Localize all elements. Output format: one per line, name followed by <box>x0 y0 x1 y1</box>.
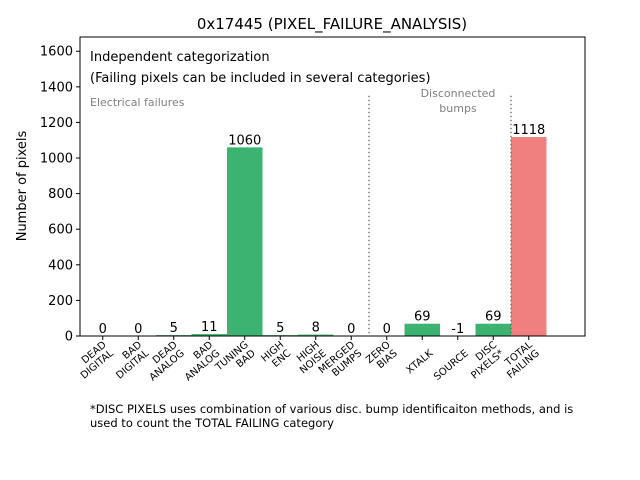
data-label: 1118 <box>512 123 545 138</box>
data-label: 5 <box>170 321 178 336</box>
footnote: *DISC PIXELS uses combination of various… <box>90 402 630 430</box>
y-tick-label: 800 <box>48 187 73 202</box>
chart-title: 0x17445 (PIXEL_FAILURE_ANALYSIS) <box>197 15 467 34</box>
bar <box>191 334 227 336</box>
data-label: 0 <box>347 322 355 337</box>
bar <box>227 147 263 336</box>
annotation-multiple-categories: (Failing pixels can be included in sever… <box>90 71 431 86</box>
x-tick-label: DEADDIGITAL <box>72 339 116 381</box>
x-tick-label: TOTALFAILING <box>498 339 542 381</box>
bar <box>298 334 334 336</box>
y-tick-label: 1600 <box>40 45 73 60</box>
x-tick-label: HIGHENC <box>259 340 293 373</box>
x-tick-label: BADANALOG <box>176 339 223 383</box>
y-tick-label: 1000 <box>40 152 73 167</box>
x-tick-label: MERGEDBUMPS <box>317 339 365 384</box>
x-tick-label: TUNINGBAD <box>213 339 258 382</box>
data-label: 5 <box>276 321 284 336</box>
x-tick-label: DEADANALOG <box>141 339 188 383</box>
data-label: 11 <box>201 320 218 335</box>
bar <box>404 323 440 336</box>
x-tick-label: XTALK <box>405 348 436 377</box>
annotation-electrical-failures: Electrical failures <box>90 96 185 109</box>
footnote-line-2: used to count the TOTAL FAILING category <box>90 416 334 430</box>
x-tick-label: ZEROBIAS <box>364 339 400 374</box>
data-label: 69 <box>414 310 431 325</box>
y-tick-label: 0 <box>65 330 73 345</box>
data-label: 8 <box>312 321 320 336</box>
data-label: 1060 <box>228 133 261 148</box>
annotation-disconnected-line1: Disconnected <box>421 87 496 100</box>
x-tick-label: SOURCE <box>432 348 471 383</box>
annotation-categorization: Independent categorization <box>90 50 270 65</box>
data-label: 0 <box>99 322 107 337</box>
data-label: -1 <box>451 322 464 337</box>
y-axis-label: Number of pixels <box>15 130 30 241</box>
bar <box>511 137 547 336</box>
footnote-line-1: *DISC PIXELS uses combination of various… <box>90 402 574 416</box>
y-tick-label: 200 <box>48 294 73 309</box>
data-label: 0 <box>134 322 142 337</box>
annotation-disconnected-line2: bumps <box>439 102 477 115</box>
bar <box>475 323 511 336</box>
data-label: 69 <box>485 310 502 325</box>
plot-frame <box>79 36 586 337</box>
y-tick-label: 1200 <box>40 116 73 131</box>
x-tick-label: DISCPIXELS* <box>462 340 506 382</box>
y-tick-label: 600 <box>48 223 73 238</box>
data-label: 0 <box>383 322 391 337</box>
x-tick-label: BADDIGITAL <box>107 339 151 381</box>
y-tick-label: 1400 <box>40 80 73 95</box>
y-tick-label: 400 <box>48 258 73 273</box>
